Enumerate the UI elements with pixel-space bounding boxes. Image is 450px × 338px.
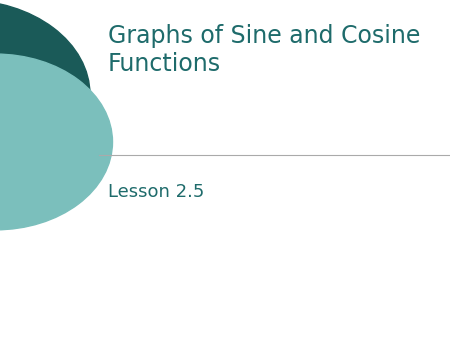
Circle shape: [0, 54, 112, 230]
Text: Lesson 2.5: Lesson 2.5: [108, 183, 204, 200]
Circle shape: [0, 0, 90, 189]
Text: Graphs of Sine and Cosine
Functions: Graphs of Sine and Cosine Functions: [108, 24, 420, 76]
